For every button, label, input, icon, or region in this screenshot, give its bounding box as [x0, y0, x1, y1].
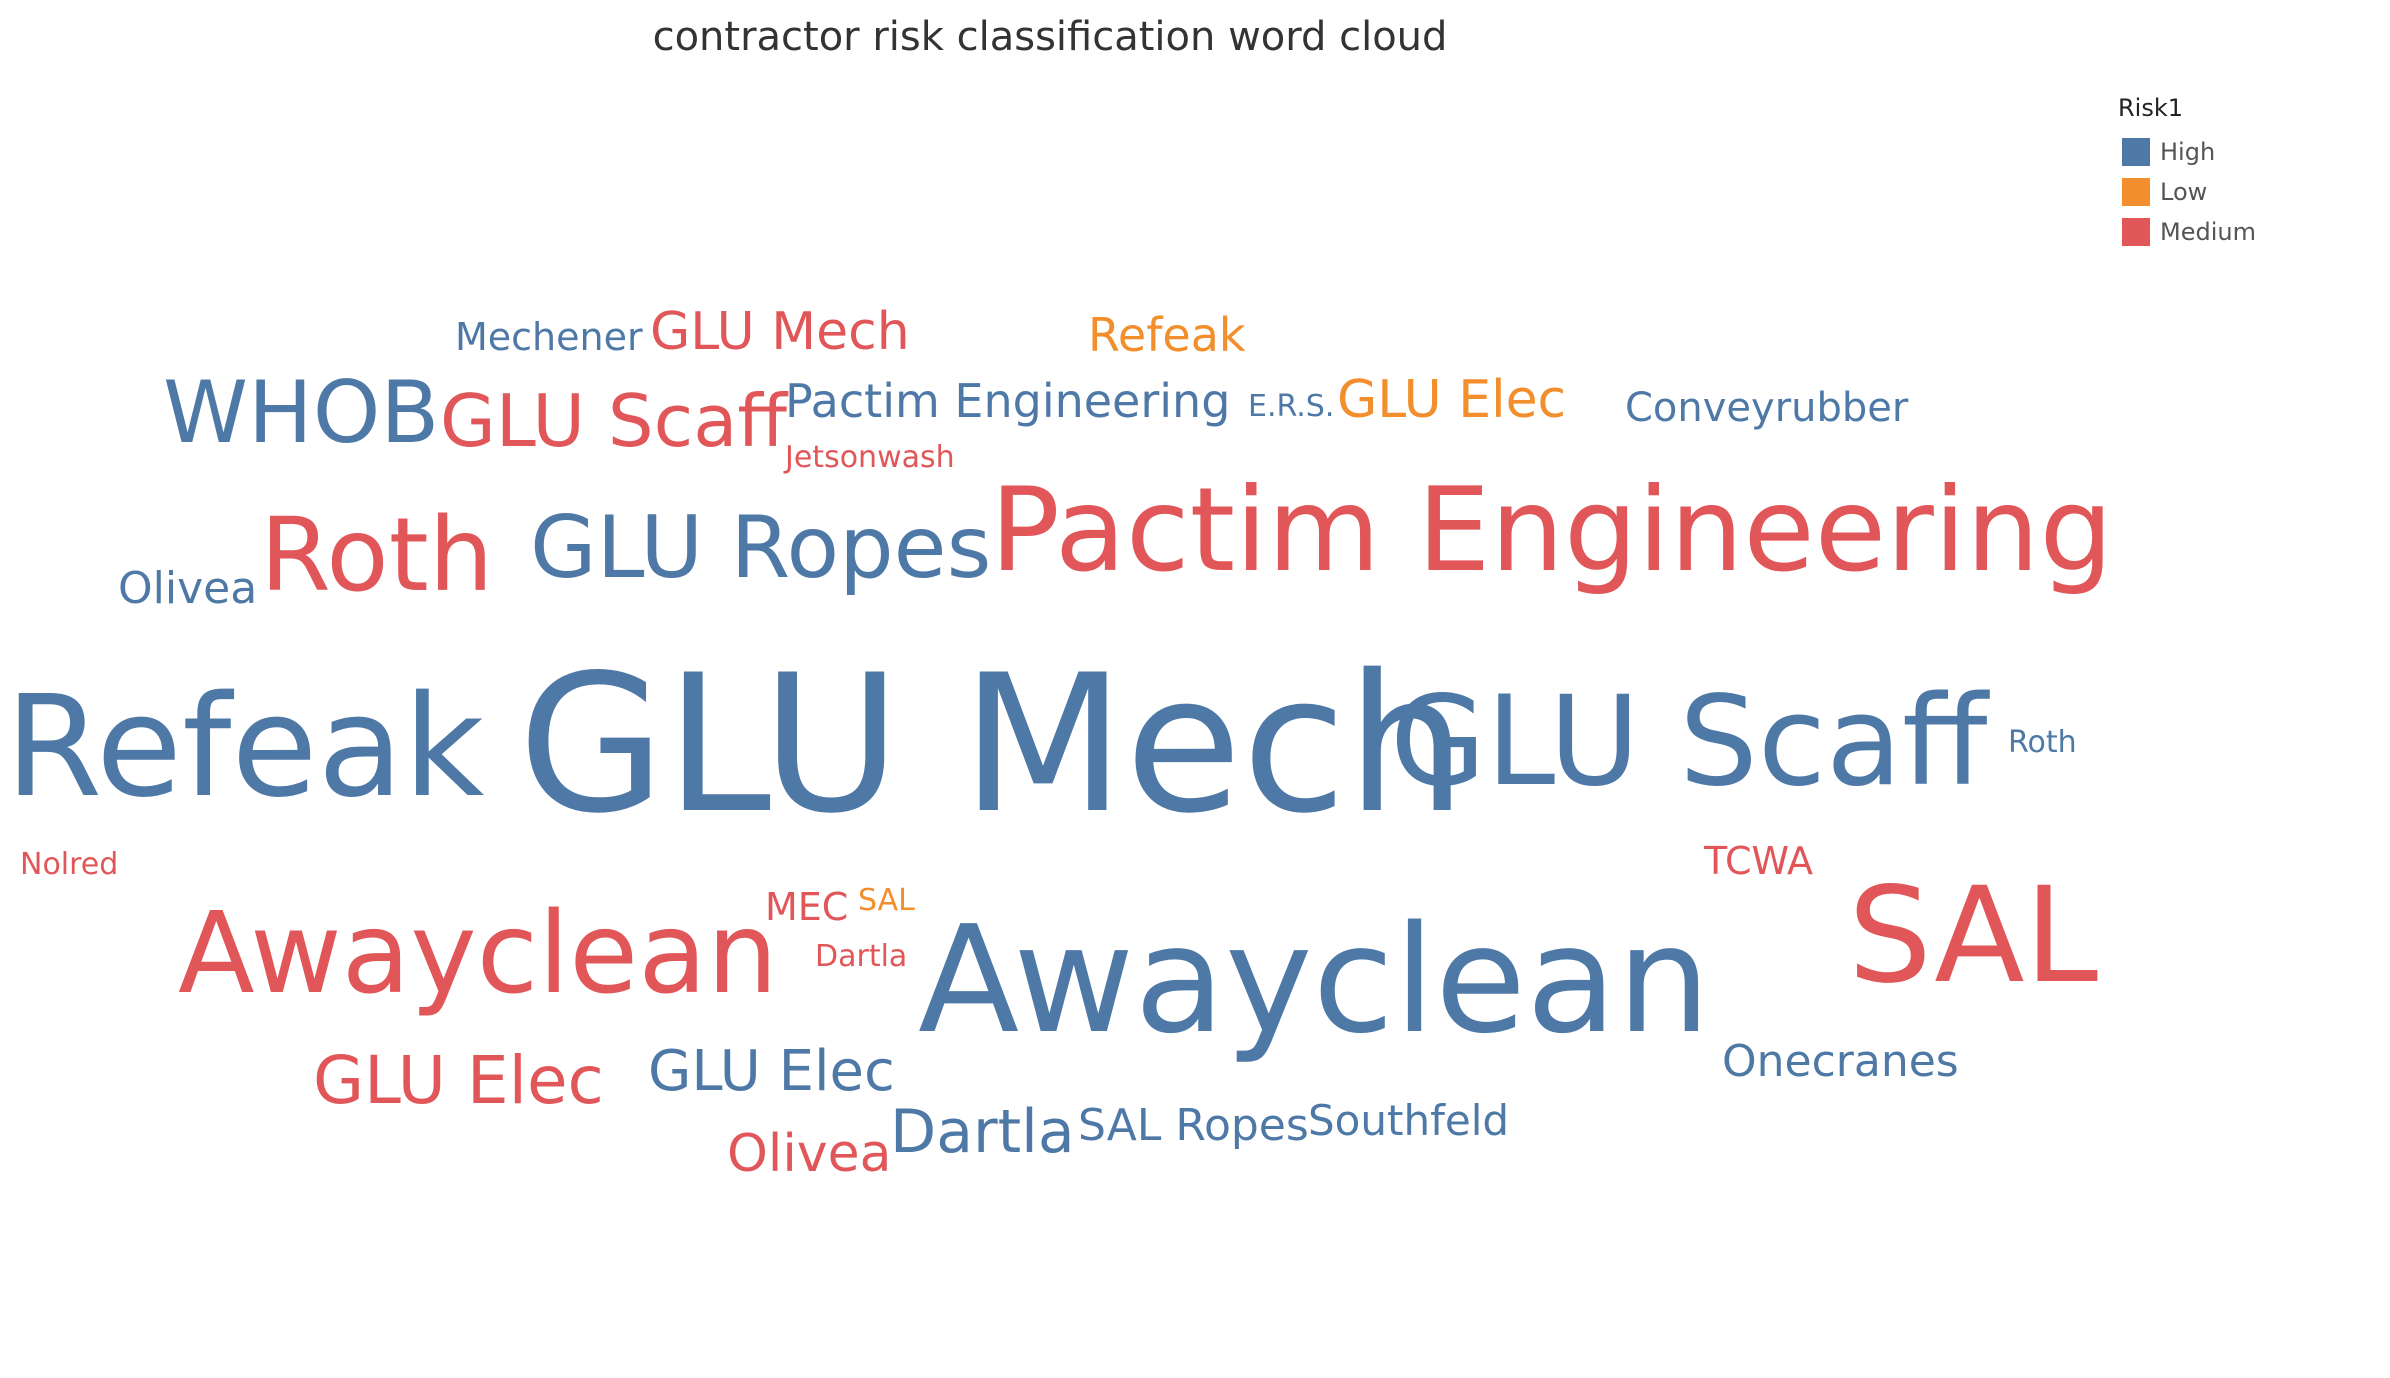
word-high[interactable]: GLU Ropes [530, 498, 992, 598]
word-medium[interactable]: Dartla [815, 939, 908, 974]
word-medium[interactable]: Awayclean [178, 889, 778, 1019]
word-high[interactable]: Olivea [118, 563, 258, 614]
legend-title: Risk1 [2118, 94, 2184, 122]
word-high[interactable]: GLU Mech [518, 634, 1467, 855]
word-high[interactable]: Onecranes [1722, 1036, 1959, 1087]
legend: Risk1 High Low Medium [2118, 94, 2318, 252]
word-medium[interactable]: Olivea [727, 1124, 892, 1184]
word-high[interactable]: Pactim Engineering [785, 374, 1231, 428]
word-high[interactable]: Conveyrubber [1625, 385, 1909, 431]
legend-swatch-high [2122, 138, 2150, 166]
word-medium[interactable]: TCWA [1704, 839, 1814, 883]
word-high[interactable]: GLU Elec [648, 1039, 895, 1104]
word-high[interactable]: Refeak [5, 666, 485, 829]
word-high[interactable]: Roth [2008, 725, 2077, 760]
word-medium[interactable]: GLU Elec [313, 1042, 604, 1119]
word-medium[interactable]: Pactim Engineering [990, 463, 2114, 598]
word-high[interactable]: Southfeld [1308, 1096, 1510, 1145]
legend-swatch-low [2122, 178, 2150, 206]
word-medium[interactable]: GLU Scaff [440, 379, 787, 463]
word-medium[interactable]: Nolred [20, 847, 119, 882]
legend-label-high: High [2160, 138, 2216, 166]
word-medium[interactable]: GLU Mech [650, 302, 910, 362]
word-high[interactable]: Dartla [890, 1097, 1075, 1167]
legend-swatch-medium [2122, 218, 2150, 246]
word-medium[interactable]: MEC [765, 885, 849, 929]
legend-label-low: Low [2160, 178, 2208, 206]
legend-item-medium[interactable]: Medium [2118, 212, 2318, 252]
word-low[interactable]: GLU Elec [1337, 370, 1567, 430]
chart-title: contractor risk classification word clou… [652, 14, 1448, 60]
word-high[interactable]: E.R.S. [1248, 389, 1335, 424]
word-medium[interactable]: Roth [260, 496, 494, 615]
word-medium[interactable]: SAL [1848, 859, 2099, 1013]
word-low[interactable]: SAL [858, 883, 915, 918]
word-high[interactable]: GLU Scaff [1390, 670, 1988, 814]
legend-item-high[interactable]: High [2118, 132, 2318, 172]
word-high[interactable]: WHOB [163, 363, 440, 463]
legend-item-low[interactable]: Low [2118, 172, 2318, 212]
word-high[interactable]: SAL Ropes [1078, 1100, 1309, 1151]
word-high[interactable]: Mechener [455, 315, 643, 359]
word-high[interactable]: Awayclean [918, 894, 1711, 1066]
word-low[interactable]: Refeak [1088, 308, 1246, 362]
word-medium[interactable]: Jetsonwash [785, 440, 955, 475]
legend-label-medium: Medium [2160, 218, 2256, 246]
